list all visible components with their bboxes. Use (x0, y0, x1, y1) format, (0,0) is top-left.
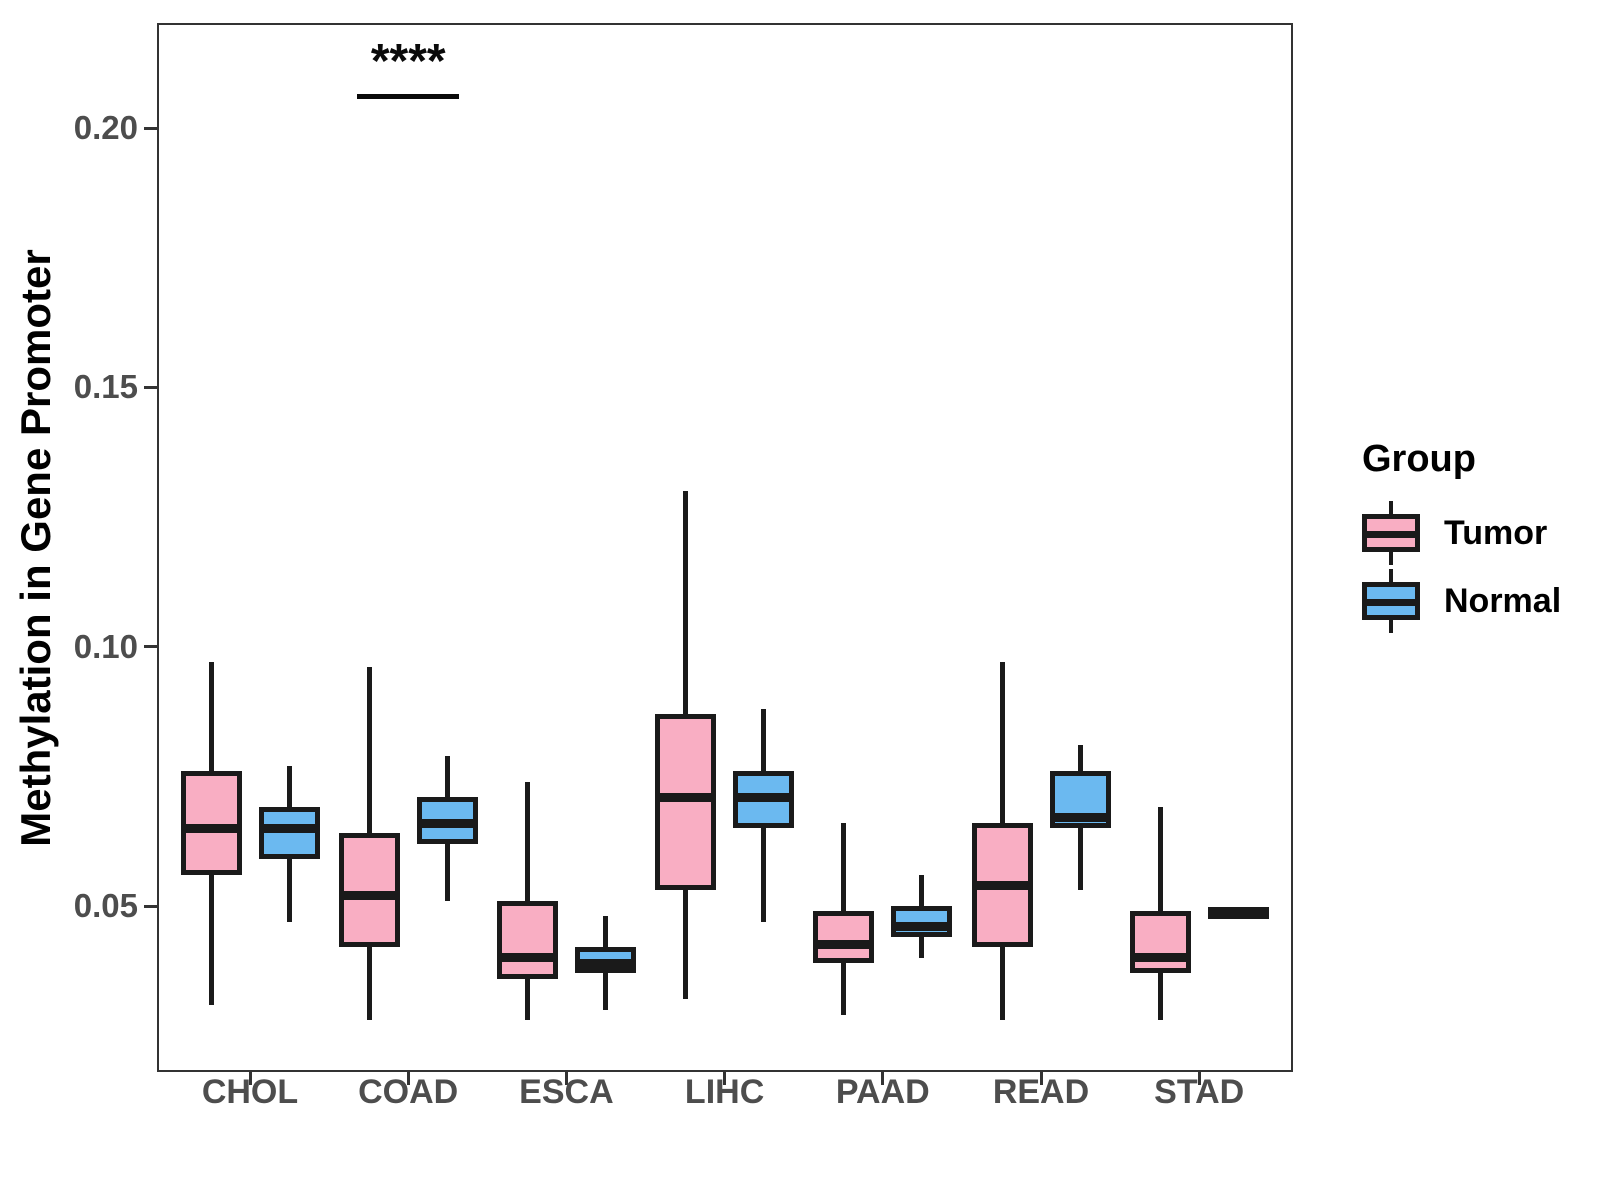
legend-item-normal: Normal (1362, 567, 1600, 635)
y-tick-mark (144, 126, 157, 130)
y-tick-label: 0.15 (73, 368, 138, 406)
y-tick-mark (144, 385, 157, 389)
x-category-label-paad: PAAD (835, 1073, 930, 1111)
box-lihc-normal (733, 771, 795, 829)
legend-item-tumor: Tumor (1362, 499, 1600, 567)
x-category-label-coad: COAD (358, 1073, 459, 1111)
tumor-boxplot-key-icon (1362, 501, 1420, 565)
y-tick-mark (144, 645, 157, 649)
legend: Group Tumor Normal (1340, 438, 1600, 635)
legend-label-normal: Normal (1444, 581, 1562, 620)
legend-label-tumor: Tumor (1444, 513, 1548, 552)
y-tick-label: 0.20 (73, 109, 138, 147)
median-line (660, 792, 712, 802)
key-box (1362, 582, 1420, 620)
y-axis-title: Methylation in Gene Promoter (12, 249, 59, 847)
box-chol-tumor (180, 771, 242, 875)
median-line (896, 922, 948, 932)
median-line (263, 823, 315, 833)
x-tick-mark (564, 1072, 568, 1085)
box-stad-normal (1207, 907, 1269, 919)
whisker-esca-tumor (524, 781, 530, 1021)
box-lihc-tumor (655, 714, 717, 891)
box-esca-tumor (496, 900, 558, 979)
significance-stars: **** (370, 35, 446, 89)
x-tick-mark (1039, 1072, 1043, 1085)
median-line (818, 940, 870, 950)
box-paad-tumor (813, 911, 875, 964)
y-tick-label: 0.10 (73, 627, 138, 665)
x-category-label-stad: STAD (1154, 1073, 1245, 1111)
box-read-tumor (971, 823, 1033, 948)
y-tick-label: 0.05 (73, 887, 138, 924)
box-esca-normal (574, 947, 636, 974)
normal-boxplot-key-icon (1362, 569, 1420, 633)
x-tick-mark (723, 1072, 727, 1085)
x-tick-mark (248, 1072, 252, 1085)
key-median-line (1367, 599, 1415, 606)
box-read-normal (1049, 771, 1111, 829)
y-tick-mark (144, 904, 157, 908)
median-line (579, 958, 631, 968)
key-median-line (1367, 531, 1415, 538)
median-line (1134, 953, 1186, 963)
median-line (421, 818, 473, 828)
median-line (1054, 813, 1106, 823)
box-stad-tumor (1129, 911, 1191, 974)
x-tick-mark (881, 1072, 885, 1085)
x-category-label-chol: CHOL (201, 1073, 299, 1111)
key-box (1362, 514, 1420, 552)
median-line (1212, 912, 1264, 914)
box-paad-normal (891, 906, 953, 938)
box-coad-normal (416, 797, 478, 844)
median-line (738, 792, 790, 802)
plot-panel (157, 23, 1293, 1072)
x-tick-mark (1197, 1072, 1201, 1085)
median-line (343, 891, 395, 901)
x-tick-mark (406, 1072, 410, 1085)
significance-bracket (357, 94, 460, 100)
x-category-label-read: READ (992, 1073, 1090, 1111)
legend-title: Group (1362, 438, 1476, 480)
box-coad-tumor (338, 833, 400, 948)
median-line (501, 953, 553, 963)
median-line (976, 880, 1028, 890)
box-chol-normal (258, 807, 320, 860)
x-category-label-lihc: LIHC (684, 1073, 765, 1111)
median-line (185, 823, 237, 833)
x-category-label-esca: ESCA (519, 1073, 614, 1111)
